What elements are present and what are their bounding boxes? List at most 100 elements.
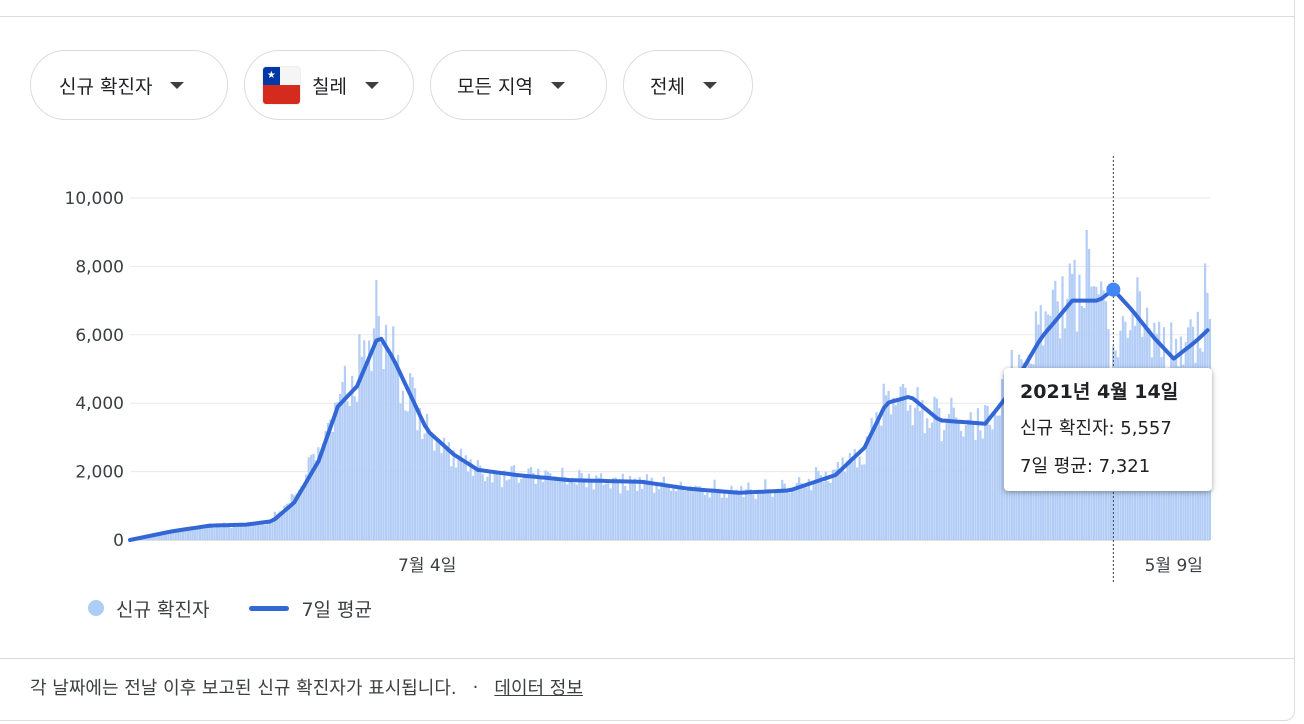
case-bar — [177, 530, 180, 540]
legend-bars-label: 신규 확진자 — [116, 598, 210, 621]
case-bar — [723, 490, 726, 540]
metric-select[interactable]: 신규 확진자 — [30, 50, 228, 120]
case-bar — [570, 477, 574, 540]
case-bar — [273, 511, 276, 540]
metric-select-label: 신규 확진자 — [59, 75, 153, 98]
case-bar — [483, 481, 487, 540]
case-bar — [249, 522, 252, 540]
case-bar — [648, 480, 651, 540]
period-select[interactable]: 전체 — [623, 50, 753, 120]
case-bar — [285, 503, 289, 540]
case-bar — [520, 478, 523, 540]
case-bar — [184, 529, 187, 540]
case-bar — [266, 520, 269, 540]
y-tick-label: 8,000 — [75, 257, 124, 277]
case-bar — [237, 524, 240, 540]
case-bar — [583, 479, 586, 540]
case-bar — [843, 471, 847, 540]
case-bar — [959, 430, 963, 540]
case-bar — [537, 468, 540, 540]
case-bar — [677, 488, 680, 540]
cases-chart[interactable]: 0 2,000 4,000 6,000 8,000 10,000 7월 4일 5월 9일 — [0, 140, 1294, 590]
case-bar — [462, 463, 465, 540]
case-bar — [703, 495, 707, 540]
case-bar — [486, 476, 489, 540]
case-bar — [865, 436, 868, 540]
case-bar — [996, 415, 999, 540]
case-bar — [346, 401, 349, 540]
case-bar — [592, 489, 595, 540]
case-bar — [981, 438, 984, 540]
case-bar — [442, 437, 446, 540]
case-bar — [558, 480, 562, 540]
case-bar — [841, 457, 844, 540]
case-bar — [694, 485, 697, 540]
case-bar — [650, 477, 653, 540]
case-bar — [976, 408, 980, 540]
case-bar — [208, 523, 211, 540]
case-bar — [616, 482, 620, 540]
case-bar — [314, 460, 318, 540]
case-bar — [628, 475, 632, 540]
case-bar — [430, 432, 434, 540]
case-bar — [252, 523, 255, 540]
case-bar — [317, 447, 320, 540]
legend-bars-swatch — [88, 600, 104, 616]
case-bar — [370, 371, 373, 540]
case-bar — [425, 413, 429, 540]
case-bar — [848, 452, 852, 540]
case-bar — [396, 355, 400, 540]
case-bar — [831, 469, 835, 540]
chevron-down-icon — [702, 81, 717, 89]
case-bar — [708, 497, 711, 540]
case-bar — [829, 482, 832, 540]
data-info-link[interactable]: 데이터 정보 — [494, 678, 583, 699]
case-bar — [227, 525, 231, 540]
case-bar — [930, 422, 934, 540]
case-bar — [612, 477, 615, 540]
case-bar — [493, 471, 496, 540]
case-bar — [331, 431, 334, 540]
case-bar — [476, 460, 479, 540]
case-bar — [662, 476, 665, 540]
case-bar — [575, 484, 578, 540]
case-bar — [186, 530, 189, 540]
case-bar — [889, 414, 893, 540]
case-bar — [660, 481, 663, 540]
case-bar — [498, 475, 501, 540]
case-bar — [720, 497, 723, 540]
chile-flag-icon: ★ — [263, 66, 300, 104]
country-select[interactable]: ★ 칠레 — [244, 50, 414, 120]
case-bar — [179, 531, 182, 540]
case-bar — [969, 412, 972, 540]
case-bar — [527, 468, 530, 540]
case-bar — [189, 527, 192, 540]
case-bar — [394, 366, 397, 540]
case-bar — [165, 532, 168, 540]
case-bar — [247, 526, 250, 540]
case-bar — [938, 408, 941, 540]
case-bar — [563, 476, 566, 540]
case-bar — [377, 315, 380, 540]
case-bar — [508, 479, 511, 540]
region-select[interactable]: 모든 지역 — [430, 50, 607, 120]
case-bar — [595, 475, 598, 540]
case-bar — [244, 523, 247, 540]
case-bar — [906, 410, 909, 540]
case-bar — [307, 457, 310, 540]
case-bar — [191, 526, 194, 540]
case-bar — [404, 410, 407, 540]
case-bar — [283, 505, 286, 540]
case-bar — [254, 524, 257, 540]
case-bar — [839, 471, 842, 540]
top-divider — [0, 16, 1294, 17]
case-bar — [590, 482, 593, 540]
case-bar — [972, 423, 975, 540]
case-bar — [343, 365, 347, 540]
case-bar — [597, 477, 600, 540]
case-bar — [435, 437, 438, 540]
case-bar — [409, 373, 412, 540]
case-bar — [406, 411, 409, 540]
case-bar — [892, 397, 895, 540]
